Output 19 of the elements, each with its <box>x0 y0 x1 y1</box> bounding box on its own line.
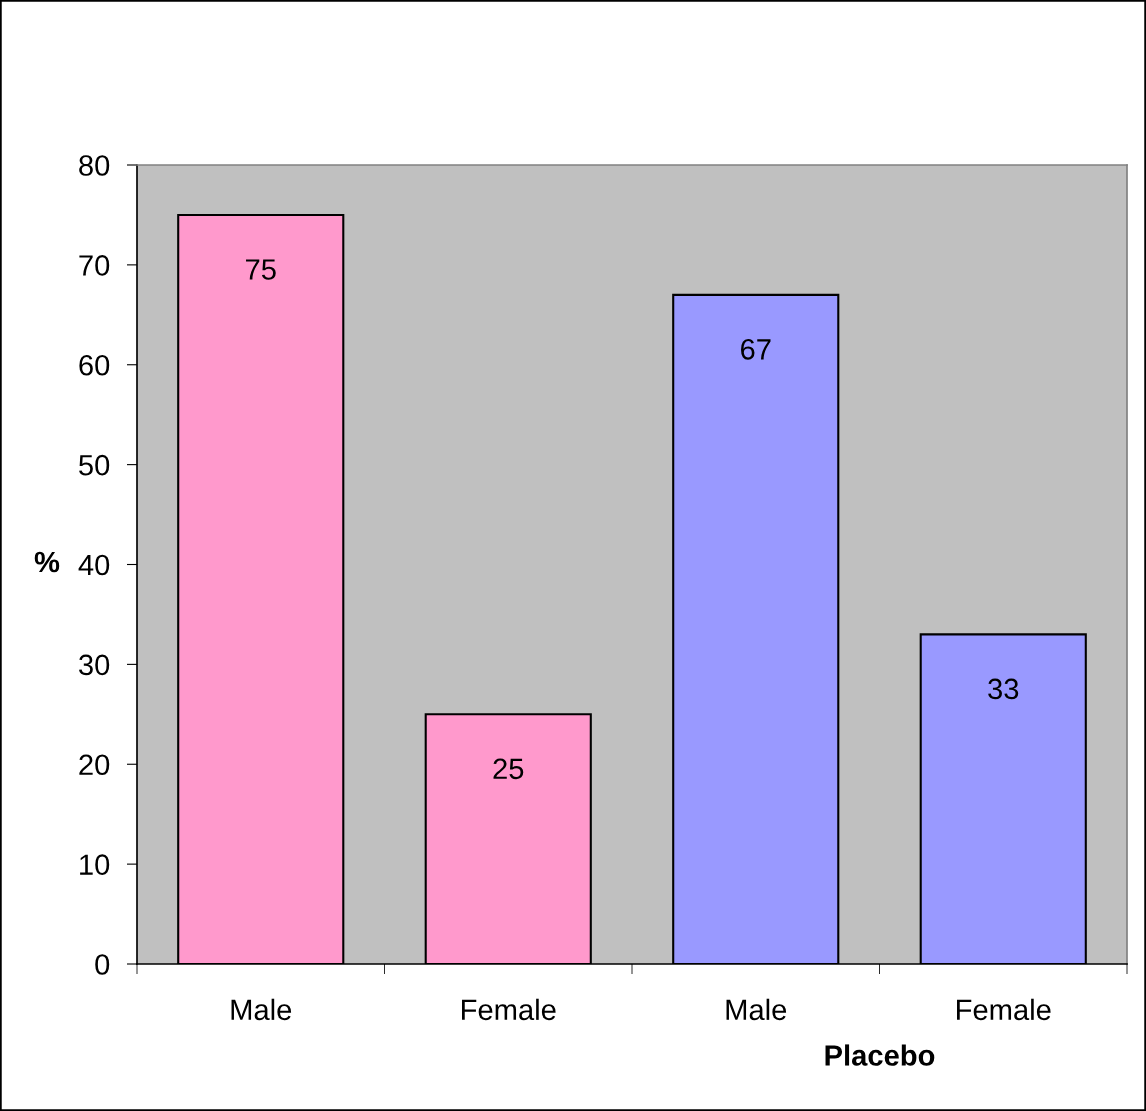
y-tick-label: 60 <box>79 354 110 376</box>
data-label: 25 <box>493 758 524 780</box>
y-tick-label: 70 <box>79 255 110 276</box>
x-tick-label: Male <box>231 998 292 1021</box>
y-tick-label: 40 <box>78 554 110 576</box>
data-label: 75 <box>246 259 276 280</box>
y-tick-label: 0 <box>95 954 110 975</box>
x-tick-label: Male <box>726 998 787 1021</box>
y-tick-label: 30 <box>79 654 110 676</box>
data-label: 67 <box>741 339 771 360</box>
y-tick-label: 80 <box>79 155 110 176</box>
x-tick-label: Female <box>957 998 1051 1021</box>
y-tick-label: 20 <box>79 754 110 776</box>
y-tick-label: 50 <box>79 454 110 476</box>
data-label: 33 <box>988 678 1019 700</box>
y-tick-label: 10 <box>80 854 110 875</box>
y-axis-title: % <box>34 551 60 573</box>
x-tick-label: Female <box>462 998 556 1021</box>
text: Placebo <box>825 1044 935 1066</box>
